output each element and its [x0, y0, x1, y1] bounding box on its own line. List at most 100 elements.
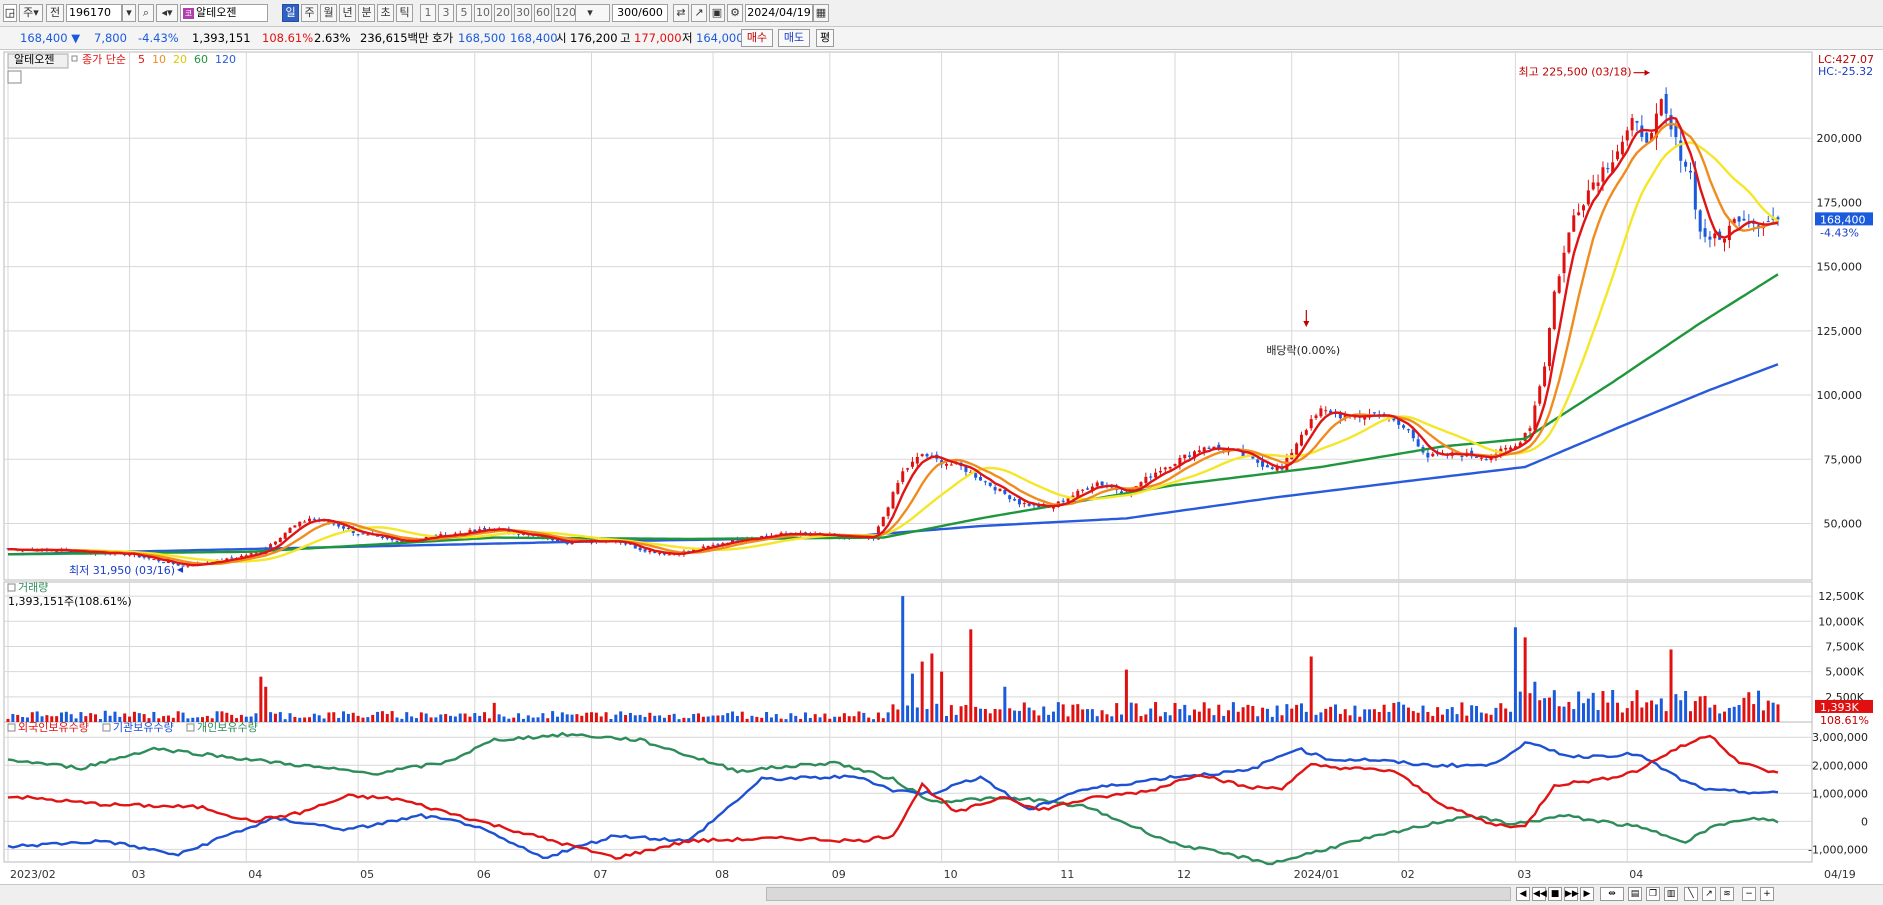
candle-body [1703, 228, 1707, 237]
crosshair-icon[interactable]: ↗ [691, 4, 707, 22]
scroll-right-icon[interactable]: ▶ [1580, 887, 1594, 901]
multiplier-button-3[interactable]: 10 [474, 4, 492, 22]
stock-name-field[interactable]: 코 알테오젠 [180, 4, 268, 22]
candle-body [1120, 491, 1124, 494]
date-input[interactable]: 2024/04/19 [745, 4, 813, 22]
volume-bar [1382, 704, 1386, 722]
open-price: 176,200 [570, 31, 618, 45]
candle-body [1090, 486, 1094, 490]
period-button-3[interactable]: 년 [339, 4, 356, 22]
period-button-4[interactable]: 분 [358, 4, 375, 22]
candle-body [1022, 503, 1026, 505]
candle-body [1674, 124, 1678, 138]
multiplier-button-6[interactable]: 60 [534, 4, 552, 22]
evaluate-button[interactable]: 평 [816, 29, 834, 47]
period-button-0[interactable]: 일 [282, 4, 299, 22]
volume-bar [235, 718, 239, 722]
legend-table-icon [7, 70, 22, 84]
zoom-out-icon[interactable]: − [1742, 887, 1756, 901]
data-count-input[interactable]: 300/600 [612, 4, 668, 22]
copy-icon[interactable]: ❐ [1646, 887, 1660, 901]
volume-bar [1654, 704, 1658, 722]
multiplier-button-2[interactable]: 5 [456, 4, 472, 22]
volume-bar [1324, 708, 1328, 722]
save-icon[interactable]: ▣ [709, 4, 725, 22]
candle-body [521, 533, 525, 535]
volume-bar [1256, 716, 1260, 722]
blank-dropdown[interactable]: ▾ [570, 4, 610, 22]
candle-body [1183, 454, 1187, 459]
month-label: 09 [832, 868, 846, 881]
volume-bar [701, 716, 705, 722]
split-icon[interactable]: ▥ [1664, 887, 1678, 901]
gear-icon[interactable]: ⚙ [727, 4, 743, 22]
prev-button[interactable]: 전 [46, 4, 64, 22]
candle-body [1061, 500, 1065, 502]
search-icon[interactable]: ⌕ [138, 4, 154, 22]
volume-bar [225, 712, 229, 722]
window-menu-icon[interactable]: ◲ [3, 4, 17, 22]
stop-icon[interactable]: ■ [1548, 887, 1562, 901]
horizontal-scrollbar[interactable] [766, 887, 1511, 901]
stock-chart[interactable]: 2023/02 03 04 05 06 07 08 09 10 11 12 2024/01 02 03 04… [0, 50, 1883, 884]
volume-bar [1275, 705, 1279, 722]
price-tick-label: 50,000 [1824, 517, 1863, 530]
month-label: 04 [1629, 868, 1643, 881]
volume-tick-label: 7,500K [1825, 640, 1864, 653]
candle-body [891, 492, 895, 509]
volume-bar [755, 716, 759, 722]
layout-icon[interactable]: ▤ [1628, 887, 1642, 901]
zoom-fit-icon[interactable]: ⇹ [1600, 887, 1624, 901]
volume-bar [517, 713, 521, 722]
candle-body [1076, 490, 1080, 498]
volume-bar [303, 717, 307, 722]
high-annotation: 최고 225,500 (03/18) [1519, 66, 1632, 79]
chart-labels: 최고 225,500 (03/18) 최저 31,950 (03/16) 배당락(0… [7, 52, 1874, 734]
candle-body [716, 544, 720, 546]
period-button-1[interactable]: 주 [301, 4, 318, 22]
calendar-icon[interactable]: ▦ [813, 4, 829, 22]
multiplier-button-7[interactable]: 120 [554, 4, 576, 22]
period-button-5[interactable]: 초 [377, 4, 394, 22]
line-draw-icon[interactable]: ╲ [1684, 887, 1698, 901]
buy-button[interactable]: 매수 [741, 29, 773, 47]
sell-button[interactable]: 매도 [778, 29, 810, 47]
month-label: 03 [1517, 868, 1531, 881]
multiplier-button-0[interactable]: 1 [420, 4, 436, 22]
volume-bar [1003, 686, 1007, 722]
volume-bar [1387, 711, 1391, 722]
chart-period-dropdown[interactable]: 주▾ [19, 4, 43, 22]
multiplier-button-4[interactable]: 20 [494, 4, 512, 22]
multiplier-button-5[interactable]: 30 [514, 4, 532, 22]
candle-body [1207, 447, 1211, 449]
fibonacci-icon[interactable]: ≋ [1720, 887, 1734, 901]
candle-body [1353, 416, 1357, 418]
volume-bar [1674, 694, 1678, 722]
fast-forward-icon[interactable]: ▶▶ [1564, 887, 1579, 901]
candle-body [1017, 499, 1021, 505]
volume-tick-label: 10,000K [1818, 615, 1864, 628]
zoom-in-icon[interactable]: + [1760, 887, 1774, 901]
chart-settings-icon[interactable]: ⇄ [673, 4, 689, 22]
volume-bar [838, 716, 842, 722]
volume-bar [205, 715, 209, 722]
candle-body [1533, 405, 1537, 430]
speaker-icon[interactable]: ◂▾ [156, 4, 178, 22]
volume-bar [1630, 701, 1634, 722]
period-button-2[interactable]: 월 [320, 4, 337, 22]
volume-bar [1659, 698, 1663, 722]
rewind-icon[interactable]: ◀◀ [1532, 887, 1547, 901]
code-dropdown-icon[interactable]: ▾ [122, 4, 136, 22]
period-button-6[interactable]: 틱 [396, 4, 413, 22]
trend-icon[interactable]: ↗ [1702, 887, 1716, 901]
candle-body [1698, 210, 1702, 232]
candle-body [1265, 465, 1269, 468]
multiplier-button-1[interactable]: 3 [438, 4, 454, 22]
volume-bar [55, 716, 59, 722]
scroll-left-icon[interactable]: ◀ [1516, 887, 1530, 901]
month-label: 07 [594, 868, 608, 881]
candle-body [988, 482, 992, 486]
stock-code-input[interactable]: 196170 [66, 4, 122, 22]
volume-bar [803, 712, 807, 722]
volume-bar [458, 713, 462, 722]
